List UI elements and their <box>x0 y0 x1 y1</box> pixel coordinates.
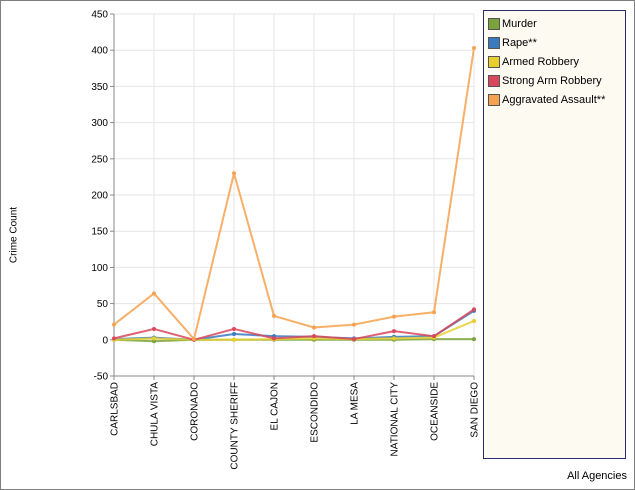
series-line-0 <box>113 338 474 343</box>
data-point[interactable] <box>192 337 196 342</box>
x-tick-label: CORONADO <box>190 382 201 441</box>
y-tick-label: 0 <box>102 335 108 346</box>
x-tick-label: CARLSBAD <box>110 382 121 436</box>
y-tick-label: 50 <box>97 299 109 310</box>
legend-label: Murder <box>502 17 537 30</box>
series-line-1 <box>113 309 475 341</box>
series-lines <box>112 46 476 344</box>
y-tick-label: 300 <box>91 118 108 129</box>
legend-label: Aggravated Assault** <box>502 93 606 106</box>
data-point[interactable] <box>152 326 156 331</box>
y-tick-label: 200 <box>91 191 108 202</box>
data-point[interactable] <box>432 334 436 339</box>
data-point[interactable] <box>432 310 436 315</box>
series-line-3 <box>113 308 475 341</box>
x-tick-label: COUNTY SHERIFF <box>230 382 241 470</box>
data-point[interactable] <box>272 336 276 341</box>
y-tick-label: 250 <box>91 154 108 165</box>
series-line-2 <box>113 320 475 341</box>
x-tick-label: NATIONAL CITY <box>390 382 401 457</box>
legend-swatch <box>488 36 500 49</box>
data-point[interactable] <box>232 171 236 176</box>
x-tick-label: ESCONDIDO <box>310 382 321 443</box>
data-point[interactable] <box>392 314 396 319</box>
footer-agency-label: All Agencies <box>567 470 627 482</box>
legend-item[interactable]: Murder <box>488 14 625 33</box>
legend-label: Armed Robbery <box>502 55 580 68</box>
data-point[interactable] <box>472 318 476 323</box>
x-tick-label: SAN DIEGO <box>470 382 481 438</box>
y-tick-label: -50 <box>94 372 109 383</box>
series-line-4 <box>113 47 475 341</box>
data-point[interactable] <box>472 46 476 51</box>
legend-swatch <box>488 93 500 106</box>
y-tick-label: 400 <box>91 46 108 57</box>
data-point[interactable] <box>472 307 476 312</box>
data-point[interactable] <box>152 339 156 344</box>
legend-item[interactable]: Aggravated Assault** <box>488 90 625 109</box>
axes: -50 0 50 100 150 200 250 300 350 400 450 CARLSBAD CH… <box>91 10 480 470</box>
legend-label: Strong Arm Robbery <box>502 74 602 87</box>
y-tick-label: 350 <box>91 82 108 93</box>
x-tick-label: EL CAJON <box>270 382 281 431</box>
y-tick-label: 100 <box>91 263 108 274</box>
data-point[interactable] <box>352 337 356 342</box>
data-point[interactable] <box>312 325 316 330</box>
data-point[interactable] <box>232 332 236 337</box>
x-tick-label: OCEANSIDE <box>430 382 441 441</box>
data-point[interactable] <box>392 329 396 334</box>
y-tick-label: 150 <box>91 227 108 238</box>
legend-item[interactable]: Strong Arm Robbery <box>488 71 625 90</box>
legend: Murder Rape** Armed Robbery Strong Arm Robb… <box>483 10 626 459</box>
data-point[interactable] <box>272 313 276 318</box>
data-point[interactable] <box>152 336 156 341</box>
legend-swatch <box>488 74 500 87</box>
data-point[interactable] <box>312 334 316 339</box>
x-tick-label: CHULA VISTA <box>150 382 161 447</box>
y-axis-label: Crime Count <box>8 206 20 264</box>
data-point[interactable] <box>232 326 236 331</box>
legend-swatch <box>488 55 500 68</box>
data-point[interactable] <box>472 337 476 342</box>
legend-item[interactable]: Armed Robbery <box>488 52 625 71</box>
x-tick-label: LA MESA <box>350 382 361 425</box>
data-point[interactable] <box>152 291 156 296</box>
legend-swatch <box>488 17 500 30</box>
data-point[interactable] <box>232 337 236 342</box>
data-point[interactable] <box>352 322 356 327</box>
y-tick-label: 450 <box>91 10 108 21</box>
legend-item[interactable]: Rape** <box>488 33 625 52</box>
legend-label: Rape** <box>502 36 537 49</box>
data-point[interactable] <box>112 322 116 327</box>
data-point[interactable] <box>392 336 396 341</box>
data-point[interactable] <box>112 336 116 341</box>
